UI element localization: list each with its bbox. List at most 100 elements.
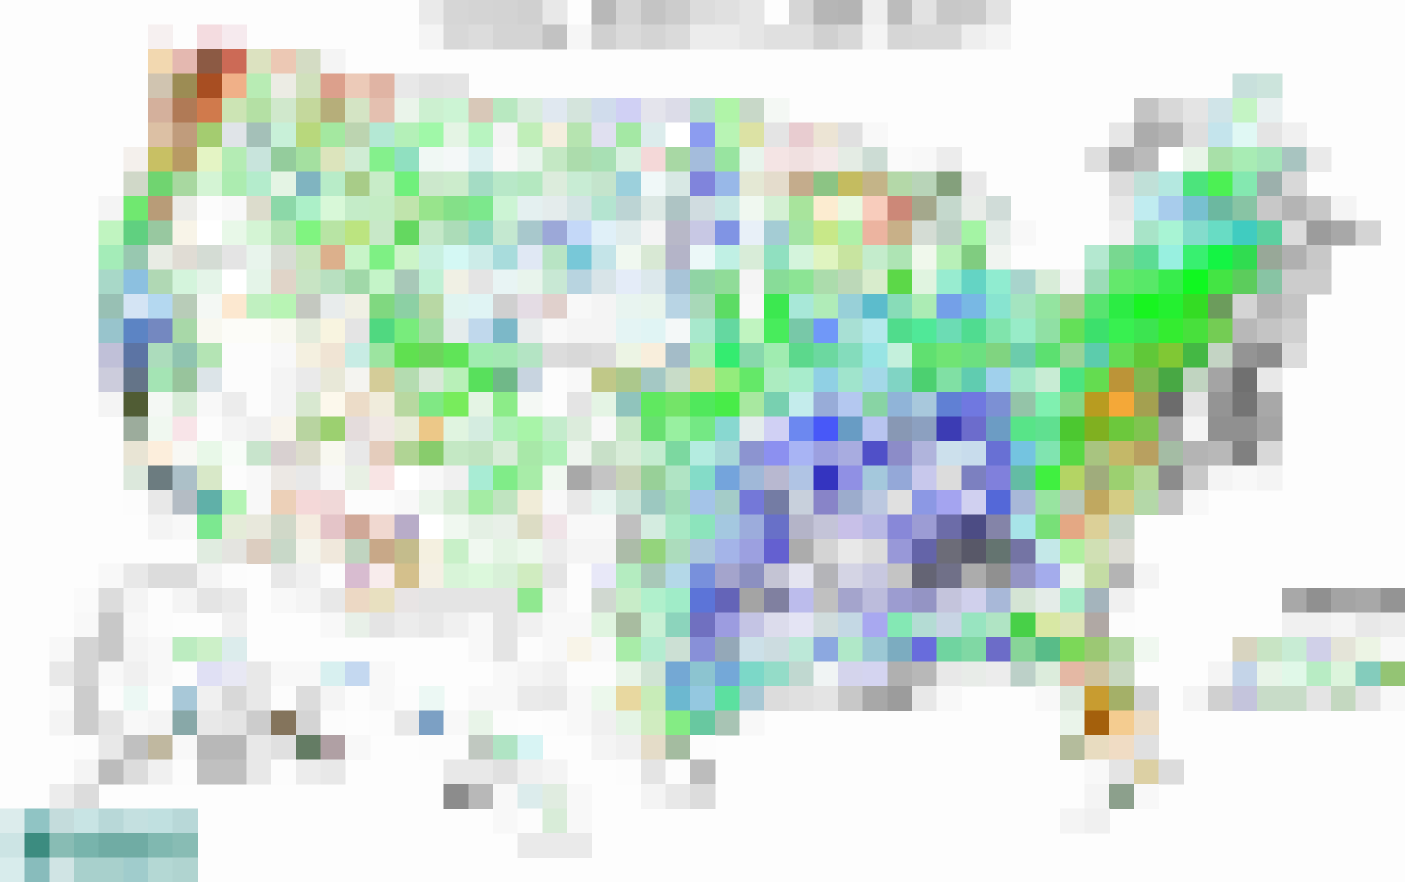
map-cell (123, 833, 149, 859)
map-cell (838, 563, 864, 589)
map-cell (517, 122, 543, 148)
map-cell (320, 245, 346, 271)
map-cell (1183, 490, 1209, 516)
map-cell (1133, 147, 1160, 173)
map-cell (271, 171, 297, 197)
map-cell (591, 637, 617, 663)
map-cell (369, 588, 395, 614)
map-cell (640, 416, 667, 442)
map-cell (271, 539, 297, 565)
map-cell (369, 196, 395, 222)
map-cell (1133, 220, 1160, 246)
map-cell (714, 196, 741, 222)
map-cell (788, 171, 815, 197)
map-cell (221, 24, 248, 50)
map-cell (1084, 245, 1110, 271)
map-cell (468, 318, 494, 344)
map-cell (616, 686, 642, 712)
map-cell (1355, 220, 1381, 246)
map-cell (640, 637, 667, 663)
map-cell (640, 661, 667, 687)
map-cell (838, 269, 864, 295)
map-cell (0, 833, 26, 859)
map-cell (1207, 661, 1234, 687)
map-cell (640, 441, 667, 467)
map-cell (345, 514, 371, 540)
map-cell (1059, 367, 1086, 393)
map-cell (1010, 441, 1036, 467)
map-cell (690, 514, 716, 540)
map-cell (295, 465, 322, 491)
map-cell (1109, 171, 1135, 197)
map-cell (517, 465, 543, 491)
map-cell (1133, 367, 1160, 393)
map-cell (468, 245, 494, 271)
map-cell (640, 122, 667, 148)
map-cell (1232, 269, 1258, 295)
map-cell (813, 465, 839, 491)
map-cell (517, 514, 543, 540)
map-cell (443, 98, 469, 124)
map-cell (1183, 269, 1209, 295)
map-cell (739, 637, 765, 663)
map-cell (640, 343, 667, 369)
map-cell (271, 563, 297, 589)
map-cell (147, 294, 174, 320)
map-cell (1109, 661, 1135, 687)
map-cell (1109, 318, 1135, 344)
map-cell (98, 637, 124, 663)
map-cell (320, 392, 346, 418)
map-cell (690, 416, 716, 442)
map-cell (1059, 686, 1086, 712)
map-cell (566, 98, 593, 124)
map-cell (1133, 171, 1160, 197)
map-cell (295, 392, 322, 418)
map-cell (665, 24, 691, 50)
map-cell (813, 269, 839, 295)
map-cell (1059, 269, 1086, 295)
map-cell (320, 588, 346, 614)
map-cell (1306, 612, 1332, 638)
map-cell (443, 24, 469, 50)
map-cell (665, 710, 691, 736)
map-cell (492, 710, 519, 736)
map-cell (640, 490, 667, 516)
map-cell (1355, 637, 1381, 663)
map-cell (788, 539, 815, 565)
map-cell (640, 392, 667, 418)
map-cell (985, 612, 1012, 638)
map-cell (739, 490, 765, 516)
map-cell (764, 514, 790, 540)
map-cell (616, 245, 642, 271)
map-cell (764, 98, 790, 124)
map-cell (172, 686, 198, 712)
map-cell (492, 367, 519, 393)
map-cell (1035, 661, 1061, 687)
map-cell (542, 269, 568, 295)
map-cell (542, 245, 568, 271)
map-cell (1035, 318, 1061, 344)
map-cell (542, 147, 568, 173)
map-cell (172, 416, 198, 442)
map-cell (714, 367, 741, 393)
map-cell (1084, 490, 1110, 516)
map-cell (1232, 686, 1258, 712)
map-cell (1084, 588, 1110, 614)
map-cell (739, 196, 765, 222)
map-cell (690, 612, 716, 638)
map-cell (961, 269, 987, 295)
map-cell (961, 416, 987, 442)
map-cell (295, 588, 322, 614)
map-cell (1158, 294, 1184, 320)
map-cell (172, 661, 198, 687)
map-cell (123, 220, 149, 246)
map-cell (936, 686, 962, 712)
map-cell (591, 318, 617, 344)
map-cell (640, 318, 667, 344)
map-cell (813, 637, 839, 663)
map-cell (912, 269, 938, 295)
map-cell (1084, 465, 1110, 491)
map-cell (862, 661, 888, 687)
map-cell (813, 686, 839, 712)
map-cell (492, 122, 519, 148)
